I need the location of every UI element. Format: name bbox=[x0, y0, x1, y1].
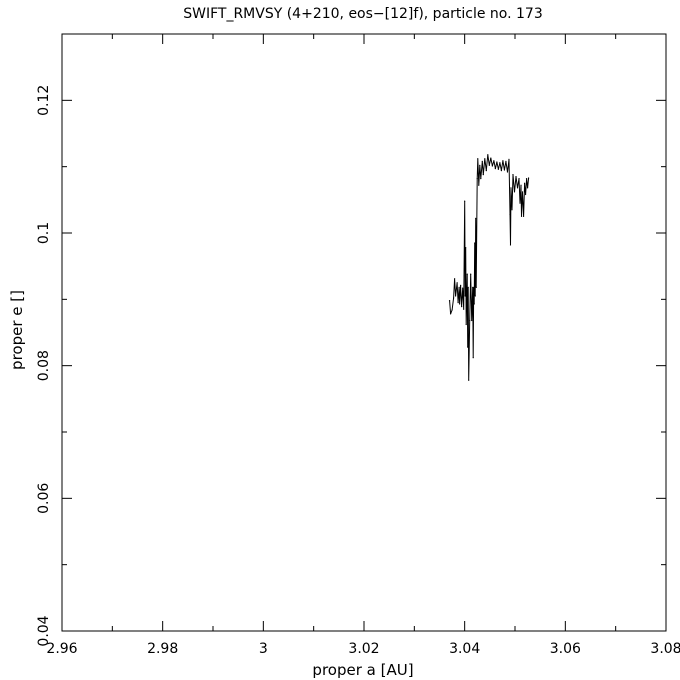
data-point bbox=[475, 217, 477, 220]
data-point bbox=[491, 165, 493, 167]
data-point bbox=[468, 379, 470, 381]
data-point bbox=[470, 273, 472, 275]
data-point bbox=[509, 244, 512, 246]
data-point bbox=[451, 309, 453, 311]
data-point bbox=[519, 202, 521, 204]
data-point bbox=[515, 176, 517, 178]
y-tick-label: 0.06 bbox=[36, 483, 52, 514]
plot-border bbox=[61, 33, 667, 632]
data-point bbox=[520, 215, 523, 218]
data-point bbox=[454, 278, 456, 280]
x-tick-label: 3.08 bbox=[650, 641, 680, 657]
data-point bbox=[457, 302, 459, 304]
data-point bbox=[506, 171, 509, 173]
data-point bbox=[465, 323, 467, 326]
data-point bbox=[472, 357, 474, 359]
data-point bbox=[482, 174, 484, 176]
y-tick-label: 0.1 bbox=[36, 222, 52, 244]
data-point bbox=[493, 160, 495, 162]
data-point bbox=[455, 295, 457, 297]
data-point bbox=[458, 286, 460, 288]
data-point bbox=[487, 154, 489, 156]
data-point bbox=[448, 300, 451, 302]
data-point bbox=[525, 178, 528, 180]
series-layer bbox=[448, 154, 530, 381]
data-point bbox=[481, 160, 483, 162]
data-point bbox=[475, 286, 477, 288]
data-point bbox=[496, 161, 498, 163]
data-point bbox=[522, 215, 525, 218]
data-point bbox=[469, 319, 471, 322]
data-point bbox=[474, 295, 476, 297]
data-point bbox=[463, 308, 465, 310]
data-point bbox=[474, 242, 476, 244]
data-point bbox=[467, 286, 469, 288]
data-point bbox=[460, 284, 462, 287]
data-point bbox=[462, 287, 464, 289]
y-axis-label: proper e [] bbox=[8, 290, 26, 370]
data-point bbox=[527, 177, 530, 179]
data-point bbox=[523, 182, 526, 184]
data-point bbox=[449, 313, 452, 315]
data-point bbox=[513, 191, 516, 193]
data-point bbox=[476, 178, 478, 180]
data-point bbox=[508, 158, 510, 160]
data-point bbox=[466, 273, 468, 275]
data-point bbox=[512, 174, 514, 176]
data-point bbox=[471, 319, 473, 322]
data-point bbox=[494, 168, 496, 170]
x-tick-label: 3.02 bbox=[348, 641, 379, 657]
x-axis-label: proper a [AU] bbox=[312, 661, 413, 679]
data-point bbox=[464, 295, 466, 297]
data-point bbox=[477, 158, 479, 160]
data-point bbox=[484, 158, 486, 160]
data-point bbox=[464, 200, 466, 202]
y-axis: 0.04 0.06 0.08 0.1 0.12 bbox=[36, 33, 666, 647]
y-tick-label: 0.12 bbox=[36, 85, 52, 116]
data-point bbox=[472, 286, 474, 288]
data-point bbox=[497, 168, 499, 170]
data-point bbox=[459, 303, 461, 305]
data-point bbox=[473, 286, 475, 288]
chart-title: SWIFT_RMVSY (4+210, eos−[12]f), particle… bbox=[183, 6, 543, 22]
x-tick-label: 3.06 bbox=[550, 641, 581, 657]
data-point bbox=[511, 209, 513, 211]
data-point bbox=[509, 213, 511, 216]
data-point bbox=[452, 297, 455, 299]
data-point bbox=[490, 157, 492, 159]
x-tick-label: 2.96 bbox=[46, 641, 77, 657]
data-point bbox=[518, 178, 520, 180]
data-point bbox=[500, 170, 503, 172]
x-axis: 2.96 2.98 3 3.02 3.04 3.06 3.08 bbox=[46, 34, 680, 657]
data-point bbox=[526, 187, 529, 189]
data-point bbox=[461, 306, 463, 308]
x-tick-label: 2.98 bbox=[147, 641, 178, 657]
data-point bbox=[524, 193, 527, 196]
data-point bbox=[520, 184, 522, 186]
x-tick-label: 3.04 bbox=[449, 641, 480, 657]
data-point bbox=[499, 162, 501, 164]
y-tick-label: 0.08 bbox=[36, 350, 52, 381]
data-point bbox=[480, 178, 482, 180]
y-tick-label: 0.04 bbox=[36, 615, 52, 646]
data-point bbox=[521, 191, 524, 193]
data-point bbox=[485, 170, 487, 172]
data-point bbox=[478, 184, 480, 186]
data-point bbox=[505, 160, 507, 162]
data-point bbox=[467, 346, 469, 348]
data-point bbox=[502, 160, 504, 162]
data-point bbox=[456, 282, 458, 284]
x-tick-label: 3 bbox=[259, 641, 268, 657]
data-point bbox=[473, 303, 475, 305]
plot-frame bbox=[61, 33, 667, 632]
data-point bbox=[510, 187, 512, 189]
series-line bbox=[449, 154, 530, 381]
data-point bbox=[516, 187, 519, 189]
data-point bbox=[479, 164, 481, 166]
data-point bbox=[488, 164, 490, 166]
data-point bbox=[503, 169, 506, 171]
data-point bbox=[465, 246, 467, 249]
